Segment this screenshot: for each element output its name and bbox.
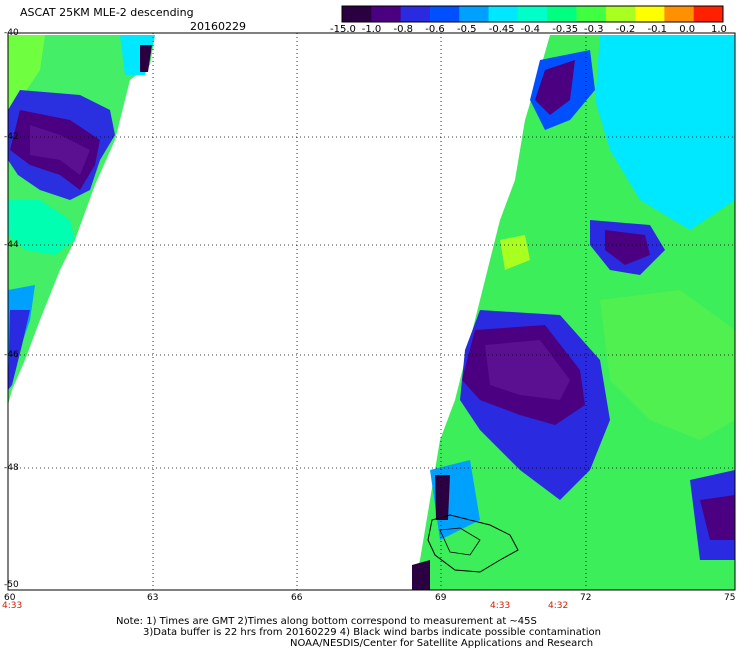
colorbar-swatch	[635, 6, 665, 22]
map-date: 20160229	[190, 20, 246, 33]
lon-label: 75	[724, 593, 736, 603]
colorbar-swatch	[459, 6, 490, 22]
colorbar-swatch	[605, 6, 636, 22]
colorbar-swatch	[547, 6, 577, 22]
colorbar-label: -1.0	[361, 24, 382, 35]
lon-label: 60	[4, 593, 16, 603]
note-line-2: 3)Data buffer is 22 hrs from 20160229 4)…	[143, 627, 601, 638]
lon-label: 72	[580, 593, 592, 603]
time-label: 4:33	[490, 601, 511, 611]
map-grid	[7, 32, 736, 591]
lat-label: -48	[4, 463, 19, 473]
note-line-1: Note: 1) Times are GMT 2)Times along bot…	[116, 616, 537, 627]
lat-label: -44	[4, 240, 19, 250]
lon-label: 63	[147, 593, 159, 603]
lon-label: 69	[435, 593, 447, 603]
colorbar-label: 0.0	[679, 24, 696, 35]
lat-label: -46	[4, 350, 19, 360]
left-swath	[8, 35, 155, 405]
colorbar-swatch	[342, 6, 372, 22]
colorbar-swatch	[429, 6, 460, 22]
colorbar-swatch	[488, 6, 519, 22]
map-title: ASCAT 25KM MLE-2 descending	[20, 6, 194, 19]
colorbar-swatch	[664, 6, 695, 22]
colorbar-label: -0.3	[584, 24, 604, 35]
colorbar-swatch	[517, 6, 548, 22]
time-label: 4:33	[2, 601, 23, 611]
lat-label: -50	[4, 580, 19, 590]
colorbar-label: -0.1	[647, 24, 668, 35]
colorbar-label: -0.45	[488, 24, 515, 35]
colorbar-swatch	[576, 6, 607, 22]
colorbar	[341, 5, 724, 23]
colorbar-label: -0.2	[615, 24, 636, 35]
right-swath	[412, 35, 735, 590]
colorbar-label: -0.4	[520, 24, 541, 35]
colorbar-label: 1.0	[711, 24, 727, 35]
colorbar-label: -0.5	[457, 24, 477, 35]
colorbar-swatch	[371, 6, 402, 22]
lat-label: -40	[4, 28, 19, 38]
colorbar-swatch	[400, 6, 431, 22]
colorbar-label: -0.35	[552, 24, 579, 35]
note-line-3: NOAA/NESDIS/Center for Satellite Applica…	[290, 638, 594, 649]
lon-label: 66	[291, 593, 303, 603]
lat-label: -42	[4, 132, 19, 142]
time-label: 4:32	[548, 601, 569, 611]
colorbar-label: -0.8	[393, 24, 414, 35]
island-outline	[427, 514, 519, 573]
colorbar-swatch	[693, 6, 724, 22]
colorbar-label: -15.0	[330, 24, 356, 35]
colorbar-label: -0.6	[425, 24, 445, 35]
